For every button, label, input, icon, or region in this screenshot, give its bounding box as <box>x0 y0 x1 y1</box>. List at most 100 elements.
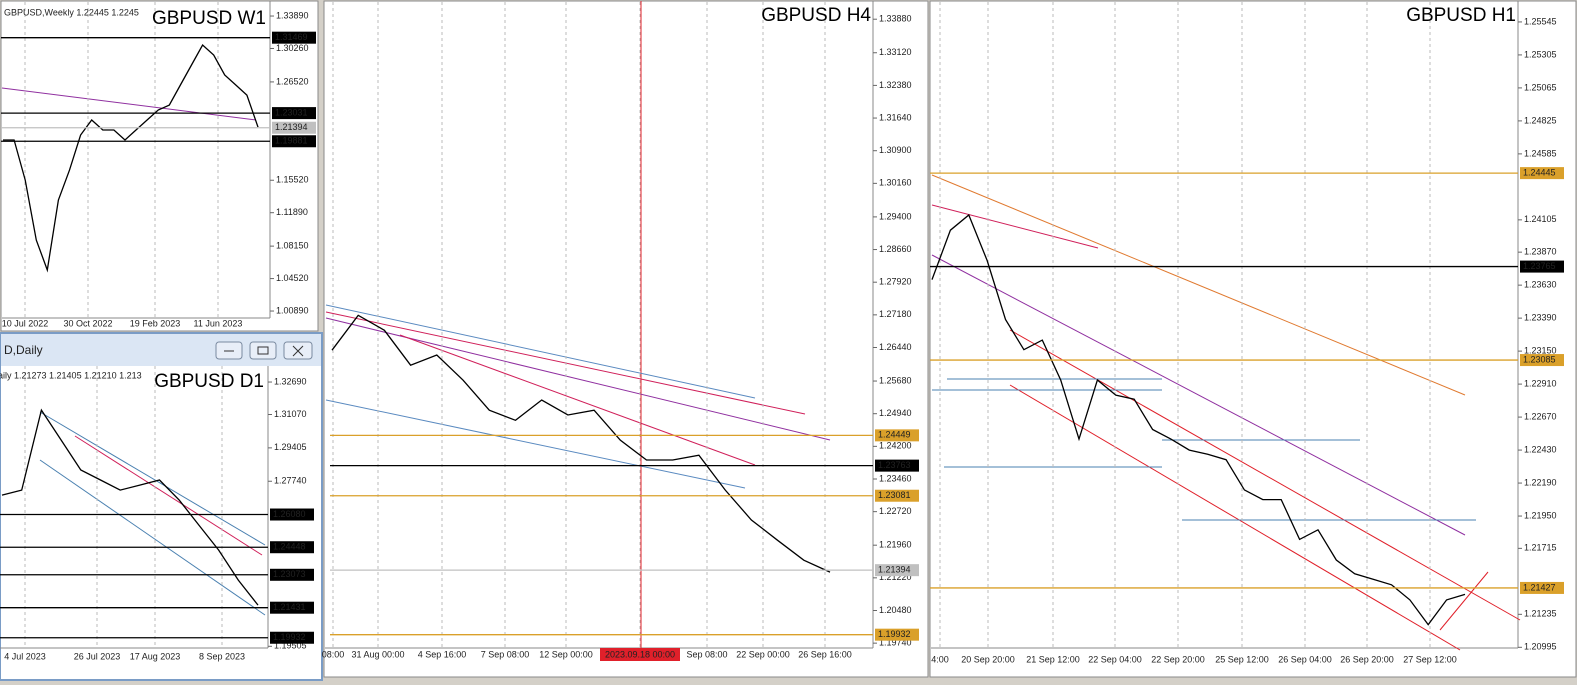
y-tick-label: 1.19740 <box>879 638 912 648</box>
trend-line <box>325 304 756 399</box>
trend-line <box>39 459 266 616</box>
x-tick-label: Sep 08:00 <box>686 649 727 659</box>
y-tick-label: 1.19505 <box>274 641 307 651</box>
icon <box>292 345 304 357</box>
x-tick-label: 27 Sep 12:00 <box>1403 654 1457 664</box>
y-tick-label: 1.24105 <box>1524 214 1557 224</box>
x-tick-label: 17 Aug 2023 <box>130 651 181 661</box>
x-tick-label: 22 Sep 20:00 <box>1151 654 1205 664</box>
x-tick-label: 22 Sep 04:00 <box>1088 654 1142 664</box>
level-label-box <box>270 541 314 554</box>
y-tick-label: 1.23150 <box>1524 345 1557 355</box>
y-tick-label: 1.23870 <box>1524 247 1557 257</box>
x-tick-label: 26 Sep 04:00 <box>1278 654 1332 664</box>
level-label: 1.23085 <box>1523 354 1556 364</box>
chart-header: aily 1.21273 1.21405 1.21210 1.213 <box>0 370 142 380</box>
maximize-button[interactable] <box>249 341 277 360</box>
trend-line <box>325 399 746 489</box>
level-label: 1.24445 <box>1523 167 1556 177</box>
y-tick-label: 1.21950 <box>1524 510 1557 520</box>
level-label-box <box>1520 260 1564 273</box>
level-label: 1.24448 <box>273 542 306 552</box>
price-line <box>3 43 259 273</box>
level-label: 1.23765 <box>1523 261 1556 271</box>
y-tick-label: 1.32690 <box>274 376 307 386</box>
level-label: 1.26080 <box>273 509 306 519</box>
level-label-box <box>875 628 919 641</box>
level-label-box <box>875 429 919 442</box>
x-tick-label: 2023.09.18 00:00 <box>605 649 675 659</box>
y-tick-label: 1.25545 <box>1524 16 1557 26</box>
x-tick-label: 4 Sep 16:00 <box>418 649 467 659</box>
date-highlight <box>600 648 680 661</box>
y-tick-label: 1.22190 <box>1524 477 1557 487</box>
channel-line <box>1009 329 1521 621</box>
y-tick-label: 1.32380 <box>879 80 912 90</box>
x-tick-label: 25 Sep 12:00 <box>1215 654 1269 664</box>
level-label-box <box>270 568 314 581</box>
level-label: 1.21394 <box>275 122 308 132</box>
y-tick-label: 1.31640 <box>879 112 912 122</box>
y-tick-label: 1.27920 <box>879 277 912 287</box>
chart-title: GBPUSD W1 <box>152 8 266 29</box>
y-tick-label: 1.23390 <box>1524 313 1557 323</box>
level-label-box <box>272 121 316 134</box>
trend-line <box>39 411 266 546</box>
y-tick-label: 1.25065 <box>1524 82 1557 92</box>
level-label-box <box>1520 167 1564 180</box>
y-tick-label: 1.30260 <box>276 43 309 53</box>
y-tick-label: 1.27180 <box>879 309 912 319</box>
level-label-box <box>1520 581 1564 594</box>
y-tick-label: 1.22430 <box>1524 444 1557 454</box>
y-tick-label: 1.33880 <box>879 14 912 24</box>
y-tick-label: 1.21960 <box>879 540 912 550</box>
y-tick-label: 1.23460 <box>879 473 912 483</box>
level-label: 1.19932 <box>273 632 306 642</box>
panel-h1 <box>929 0 1577 678</box>
icon <box>257 346 269 355</box>
level-label: 1.19932 <box>878 629 911 639</box>
y-tick-label: 1.22670 <box>1524 411 1557 421</box>
price-line <box>1 408 259 606</box>
x-tick-label: 21 Sep 12:00 <box>1026 654 1080 664</box>
level-label-box <box>270 631 314 644</box>
level-label-box <box>1520 354 1564 367</box>
y-tick-label: 1.22720 <box>879 506 912 516</box>
x-tick-label: 8 Sep 2023 <box>199 651 245 661</box>
level-label-box <box>270 508 314 521</box>
trend-line <box>1 87 257 121</box>
x-tick-label: 26 Jul 2023 <box>74 651 121 661</box>
x-tick-label: 10 Jul 2022 <box>2 318 49 328</box>
chart-title: GBPUSD H4 <box>761 5 871 26</box>
level-label: 1.23073 <box>273 569 306 579</box>
x-tick-label: 12 Sep 00:00 <box>539 649 593 659</box>
y-tick-label: 1.33120 <box>879 47 912 57</box>
level-label: 1.21394 <box>878 565 911 575</box>
window-title: D,Daily <box>4 343 43 357</box>
price-line <box>331 314 831 573</box>
x-tick-label: 11 Jun 2023 <box>194 318 243 328</box>
y-tick-label: 1.33890 <box>276 10 309 20</box>
level-label-box <box>270 601 314 614</box>
y-tick-label: 1.22910 <box>1524 378 1557 388</box>
y-tick-label: 1.15520 <box>276 175 309 185</box>
x-tick-label: 22 Sep 00:00 <box>736 649 790 659</box>
level-label-box <box>272 107 316 120</box>
y-tick-label: 1.24200 <box>879 441 912 451</box>
chart-header: GBPUSD,Weekly 1.22445 1.2245 <box>4 7 139 17</box>
x-tick-label: 4 Jul 2023 <box>4 651 46 661</box>
trend-line <box>931 174 1466 396</box>
panel-w1 <box>0 0 319 332</box>
level-label: 1.21427 <box>1523 582 1556 592</box>
level-label: 1.31469 <box>275 32 308 42</box>
chart-title: GBPUSD D1 <box>154 371 264 392</box>
trend-line <box>931 254 1466 536</box>
y-tick-label: 1.25680 <box>879 375 912 385</box>
x-tick-label: 4:00 <box>931 654 949 664</box>
x-tick-label: 20 Sep 20:00 <box>961 654 1015 664</box>
y-tick-label: 1.20995 <box>1524 642 1557 652</box>
x-tick-label: 30 Oct 2022 <box>63 318 112 328</box>
level-label: 1.23081 <box>878 490 911 500</box>
y-tick-label: 1.28660 <box>879 244 912 254</box>
